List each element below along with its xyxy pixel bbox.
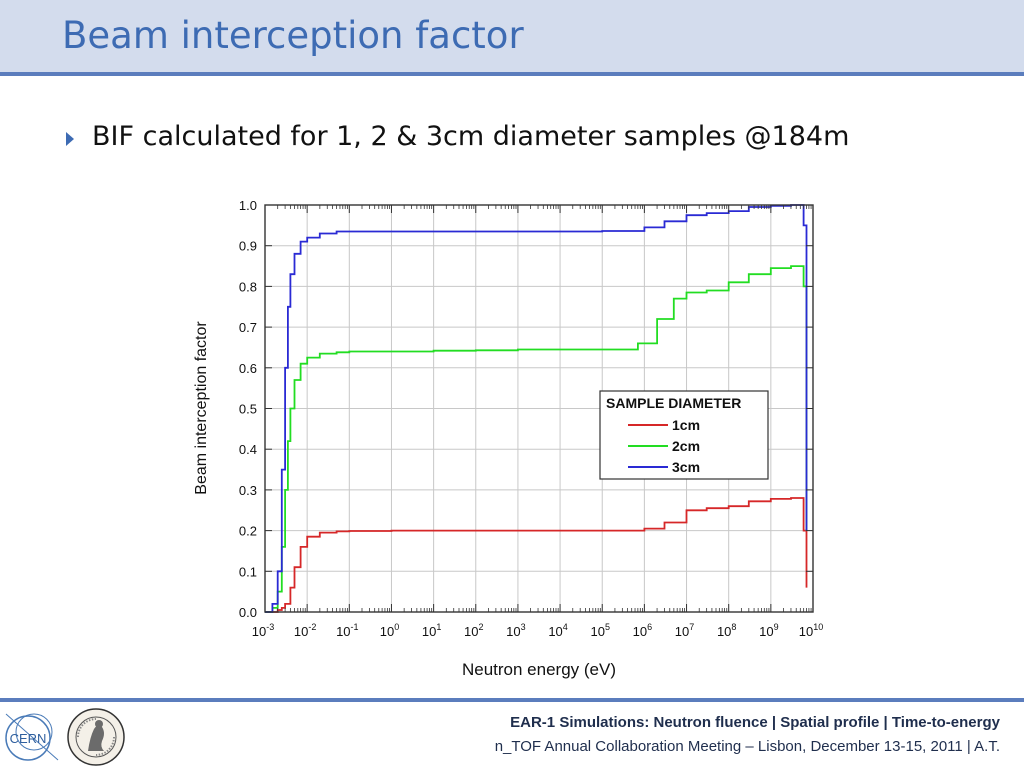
chart-legend: SAMPLE DIAMETER 1cm 2cm 3cm	[599, 390, 769, 480]
x-tick-label: 10-1	[336, 622, 358, 639]
x-tick-label: 100	[380, 622, 399, 639]
x-tick-label: 107	[675, 622, 694, 639]
x-tick-label: 109	[759, 622, 778, 639]
series-line-1cm	[265, 497, 808, 613]
series-line-2cm	[265, 265, 808, 613]
y-tick-label: 0.7	[239, 320, 257, 335]
legend-label-2cm: 2cm	[672, 438, 700, 454]
slide-title: Beam interception factor	[62, 14, 524, 57]
chart-series	[265, 204, 808, 613]
bullet-arrow-icon	[66, 132, 74, 146]
y-tick-label: 0.3	[239, 483, 257, 498]
x-tick-label: 104	[548, 622, 567, 639]
x-tick-label: 1010	[799, 622, 823, 639]
footer-divider	[0, 698, 1024, 702]
bullet-text: BIF calculated for 1, 2 & 3cm diameter s…	[92, 121, 850, 152]
slide-footer	[0, 702, 1024, 768]
x-tick-label: 105	[590, 622, 609, 639]
footer-title: EAR-1 Simulations: Neutron fluence | Spa…	[510, 714, 1000, 731]
legend-label-3cm: 3cm	[672, 459, 700, 475]
series-line-3cm	[265, 204, 808, 613]
x-tick-label: 108	[717, 622, 736, 639]
x-tick-label: 10-3	[252, 622, 274, 639]
header-divider	[0, 72, 1024, 76]
x-tick-label: 106	[633, 622, 652, 639]
y-tick-label: 0.4	[239, 442, 257, 457]
cern-logo-icon: CERN	[5, 713, 59, 761]
x-tick-label: 102	[464, 622, 483, 639]
x-tick-label: 10-2	[294, 622, 316, 639]
y-axis-label: Beam interception factor	[193, 321, 210, 495]
y-tick-label: 0.9	[239, 239, 257, 254]
footer-subtitle: n_TOF Annual Collaboration Meeting – Lis…	[494, 738, 1000, 755]
slide-header	[0, 0, 1024, 72]
legend-title: SAMPLE DIAMETER	[606, 395, 741, 411]
legend-box	[599, 390, 769, 480]
y-tick-label: 0.1	[239, 564, 257, 579]
y-tick-label: 0.2	[239, 524, 257, 539]
cern-logo-text: CERN	[10, 731, 47, 746]
x-axis-label: Neutron energy (eV)	[462, 660, 616, 679]
y-tick-label: 0.0	[239, 605, 257, 620]
y-tick-label: 0.6	[239, 361, 257, 376]
y-tick-label: 0.8	[239, 279, 257, 294]
x-tick-label: 101	[422, 622, 441, 639]
university-seal-icon	[67, 708, 125, 766]
x-tick-label: 103	[506, 622, 525, 639]
beam-interception-chart: 10-3 10-2 10-1 100 101 102 103 104 105 106 107 108 1…	[193, 198, 823, 679]
legend-label-1cm: 1cm	[672, 417, 700, 433]
y-tick-label: 1.0	[239, 198, 257, 213]
y-tick-label: 0.5	[239, 402, 257, 417]
